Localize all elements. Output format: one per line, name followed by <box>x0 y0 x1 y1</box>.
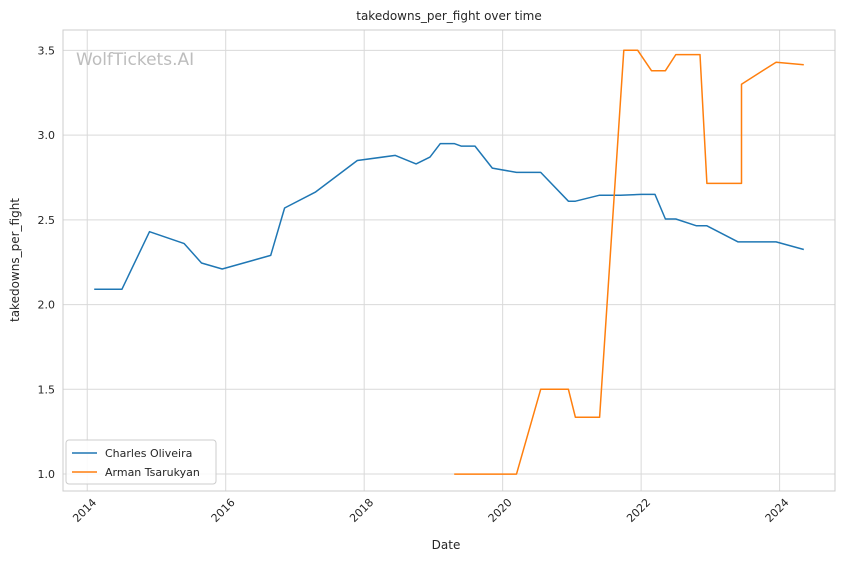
watermark: WolfTickets.AI <box>76 50 194 70</box>
plot-frame <box>62 29 836 492</box>
x-tick-label: 2024 <box>763 496 792 525</box>
x-tick-label: 2020 <box>486 496 515 525</box>
x-tick-label: 2014 <box>70 496 99 525</box>
series-line-charles-oliveira <box>94 142 804 291</box>
legend-label-charles: Charles Oliveira <box>105 447 192 460</box>
x-tick-label: 2016 <box>209 496 238 525</box>
series-line-arman-tsarukyan <box>454 49 804 475</box>
x-axis-label: Date <box>432 538 461 552</box>
x-axis-ticks: 2014 2016 2018 2020 2022 2024 <box>70 496 791 525</box>
legend-label-arman: Arman Tsarukyan <box>105 466 200 479</box>
grid <box>63 30 835 491</box>
x-tick-label: 2022 <box>624 496 653 525</box>
legend-box <box>65 439 217 485</box>
chart-title: takedowns_per_fight over time <box>356 9 542 23</box>
y-tick-label: 1.5 <box>38 383 56 396</box>
y-tick-label: 3.5 <box>38 44 56 57</box>
x-tick-label: 2018 <box>347 496 376 525</box>
y-tick-label: 2.0 <box>38 299 56 312</box>
y-tick-label: 3.0 <box>38 129 56 142</box>
y-axis-ticks: 1.0 1.5 2.0 2.5 3.0 3.5 <box>38 44 56 481</box>
y-tick-label: 1.0 <box>38 468 56 481</box>
y-tick-label: 2.5 <box>38 214 56 227</box>
legend: Charles Oliveira Arman Tsarukyan <box>65 439 217 485</box>
y-axis-label: takedowns_per_fight <box>8 198 22 322</box>
series-layer <box>94 49 804 475</box>
plot-area <box>63 30 835 491</box>
